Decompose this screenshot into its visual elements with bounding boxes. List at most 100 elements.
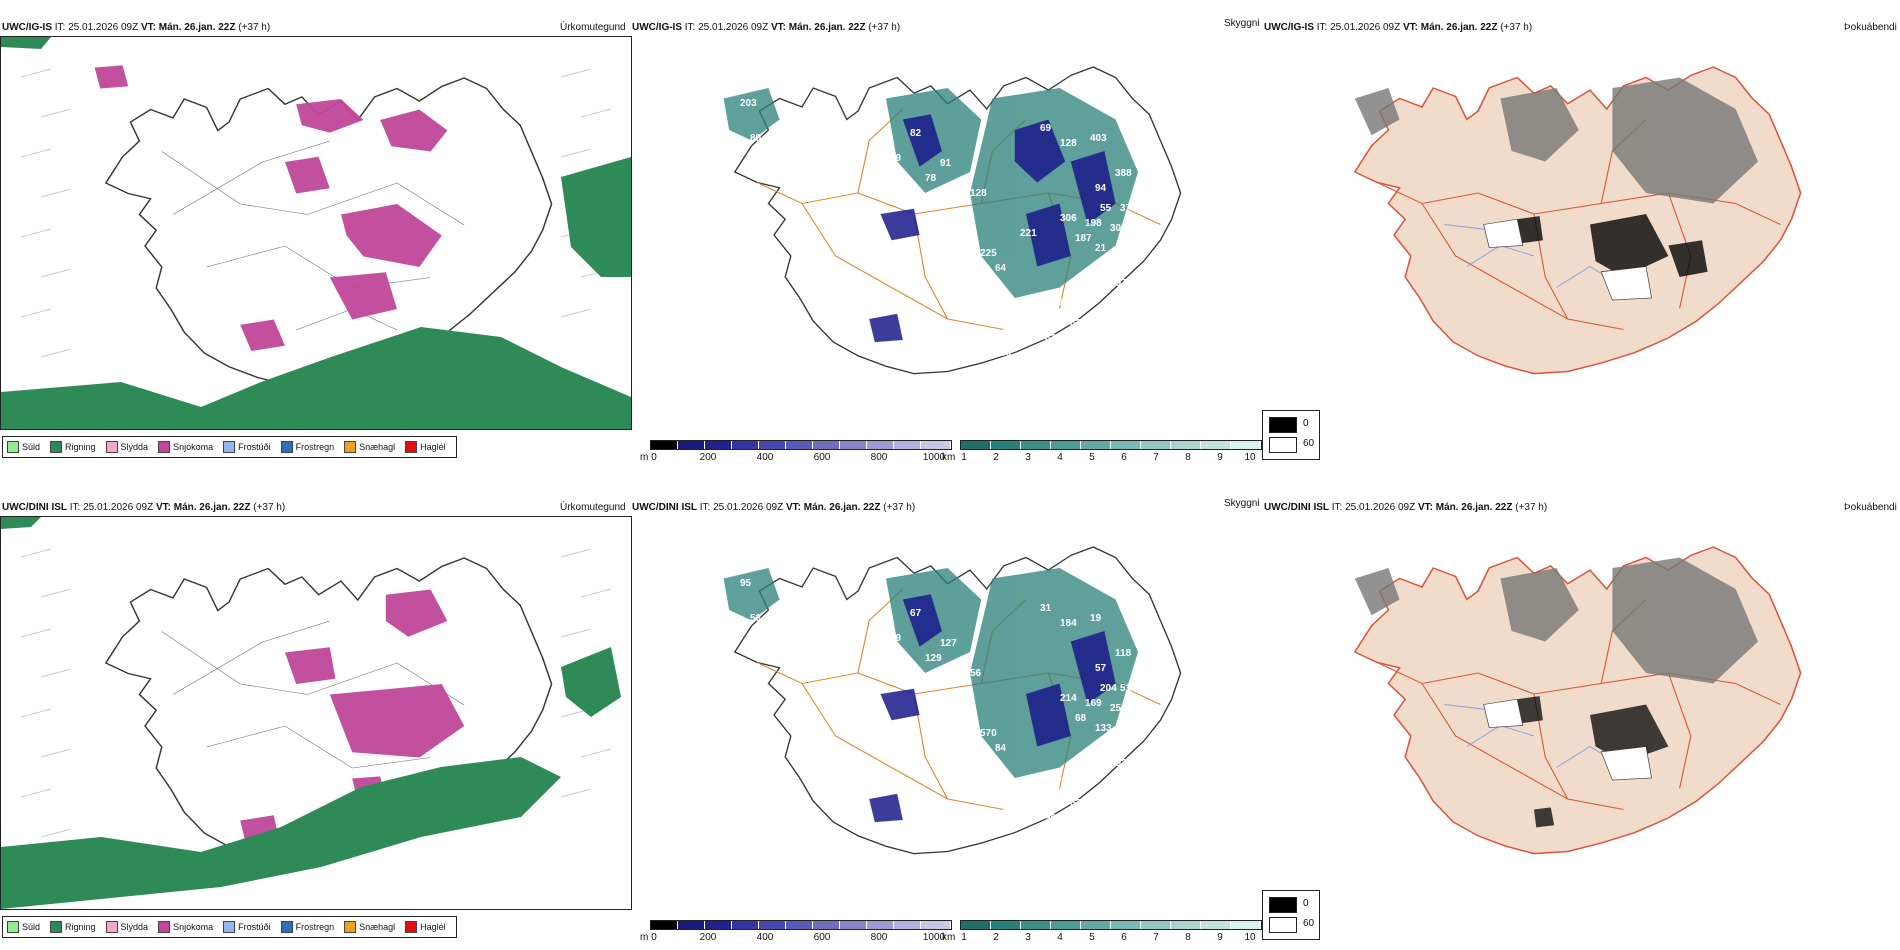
visibility-value-label: 214 [1060, 693, 1077, 704]
visibility-value-label: 87 [1060, 298, 1072, 309]
fog-header: UWC/IG-IS IT: 25.01.2026 09Z VT: Mán. 26… [1264, 22, 1533, 33]
visibility-value-label: 388 [1115, 168, 1132, 179]
legend-swatch [405, 441, 418, 453]
colorbar-segment [1081, 921, 1111, 929]
visibility-value-label: 73 [925, 243, 937, 254]
colorbar-segment [991, 441, 1021, 449]
visibility-value-label: 97 [970, 753, 982, 764]
visibility-value-label: 403 [1090, 133, 1107, 144]
visibility-value-label: 60 [780, 588, 792, 599]
colorbar-segment [678, 921, 706, 929]
colorbar-segment [1231, 921, 1261, 929]
colorbar-segment [921, 441, 952, 449]
visibility-value-label: 303 [1110, 223, 1127, 234]
legend-item: Rigning [50, 921, 96, 933]
colorbar-segment [651, 921, 679, 929]
visibility-header: UWC/DINI ISL IT: 25.01.2026 09Z VT: Mán.… [632, 502, 916, 513]
visibility-value-label: 187 [1075, 233, 1092, 244]
colorbar-segment [840, 441, 868, 449]
visibility-value-label: 221 [1020, 228, 1037, 239]
fog-swatch-low [1269, 417, 1297, 433]
visibility-value-label: 95 [740, 578, 752, 589]
visibility-value-label: 227 [1090, 263, 1107, 274]
visibility-value-label: 72 [950, 718, 962, 729]
colorbar-segment [678, 441, 706, 449]
elevation-ticks: 0 200 400 600 800 1000 [651, 452, 946, 463]
visibility-title: Skyggni [1224, 18, 1260, 29]
visibility-value-label: 63 [1070, 798, 1082, 809]
snowfall-areas [94, 65, 448, 351]
visibility-value-label: 128 [970, 188, 987, 199]
visibility-unit: km [942, 932, 956, 943]
visibility-value-label: 121 [900, 198, 917, 209]
colorbar-segment [1171, 441, 1201, 449]
colorbar-segment [759, 441, 787, 449]
visibility-value-label: 152 [1110, 758, 1127, 769]
visibility-value-label: 64 [995, 263, 1007, 274]
elevation-ticks: 0 200 400 600 800 1000 [651, 932, 946, 943]
colorbar-segment [1021, 441, 1051, 449]
legend-item: Slydda [105, 921, 148, 933]
fog-title: Þokuábendi [1844, 502, 1897, 513]
visibility-ticks: 1 2 3 4 5 6 7 8 9 10 [961, 932, 1256, 943]
colorbar-segment [1141, 921, 1171, 929]
visibility-value-label: 55 [1100, 203, 1112, 214]
visibility-value-label: 59 [890, 153, 902, 164]
colorbar-segment [961, 441, 991, 449]
colorbar-segment [813, 921, 841, 929]
colorbar-segment [786, 921, 814, 929]
legend-item: Súld [7, 921, 40, 933]
visibility-value-label: 386 [930, 218, 947, 229]
colorbar-segment [1111, 921, 1141, 929]
visibility-value-label: 127 [940, 638, 957, 649]
precip-map [0, 516, 632, 910]
legend-item: Rigning [50, 441, 96, 453]
legend-item: Frostregn [280, 441, 334, 453]
visibility-value-label: 89 [1090, 743, 1102, 754]
visibility-value-label: 19 [1090, 613, 1102, 624]
visibility-ticks: 1 2 3 4 5 6 7 8 9 10 [961, 452, 1256, 463]
elevation-colorbar [650, 920, 952, 930]
colorbar-segment [1141, 441, 1171, 449]
model-name: UWC/IG-IS [2, 22, 52, 33]
colorbar-segment [705, 441, 733, 449]
visibility-value-label: 184 [1060, 618, 1077, 629]
legend-item: Frostúði [223, 921, 271, 933]
colorbar-segment [759, 921, 787, 929]
legend-item: Snæhagl [344, 441, 395, 453]
visibility-value-label: 81 [950, 238, 962, 249]
visibility-colorbar [960, 440, 1262, 450]
fog-title: Þokuábendi [1844, 22, 1897, 33]
precip-map [0, 36, 632, 430]
colorbar-segment [1081, 441, 1111, 449]
visibility-value-label: 75 [940, 263, 952, 274]
visibility-value-label: 133 [1095, 723, 1112, 734]
legend-item: Frostregn [280, 921, 334, 933]
visibility-value-label: 124 [970, 273, 987, 284]
legend-swatch [50, 441, 63, 453]
fog-grey-areas [1354, 557, 1758, 684]
fog-grey-areas [1354, 77, 1758, 204]
visibility-value-label: 471 [925, 723, 942, 734]
visibility-header: UWC/IG-IS IT: 25.01.2026 09Z VT: Mán. 26… [632, 22, 901, 33]
elevation-colorbar [650, 440, 952, 450]
fog-map [1290, 516, 1900, 908]
fog-legend: 0 60 [1262, 890, 1320, 940]
legend-swatch [223, 441, 236, 453]
legend-item: Snjókoma [158, 441, 213, 453]
colorbar-segment [991, 921, 1021, 929]
visibility-value-label: 111 [930, 698, 946, 709]
glacier-outlines [1483, 218, 1652, 301]
fog-map [1290, 36, 1900, 428]
visibility-value-label: 138 [940, 743, 957, 754]
precip-legend: Súld Rigning Slydda Snjókoma Frostúði Fr… [2, 436, 457, 458]
visibility-value-label: 306 [1060, 213, 1077, 224]
visibility-value-label: 94 [1095, 183, 1107, 194]
colorbar-segment [651, 441, 679, 449]
visibility-value-label: 81 [1070, 318, 1082, 329]
fog-header: UWC/DINI ISL IT: 25.01.2026 09Z VT: Mán.… [1264, 502, 1548, 513]
fog-road-network [1376, 119, 1781, 331]
legend-swatch [405, 921, 418, 933]
